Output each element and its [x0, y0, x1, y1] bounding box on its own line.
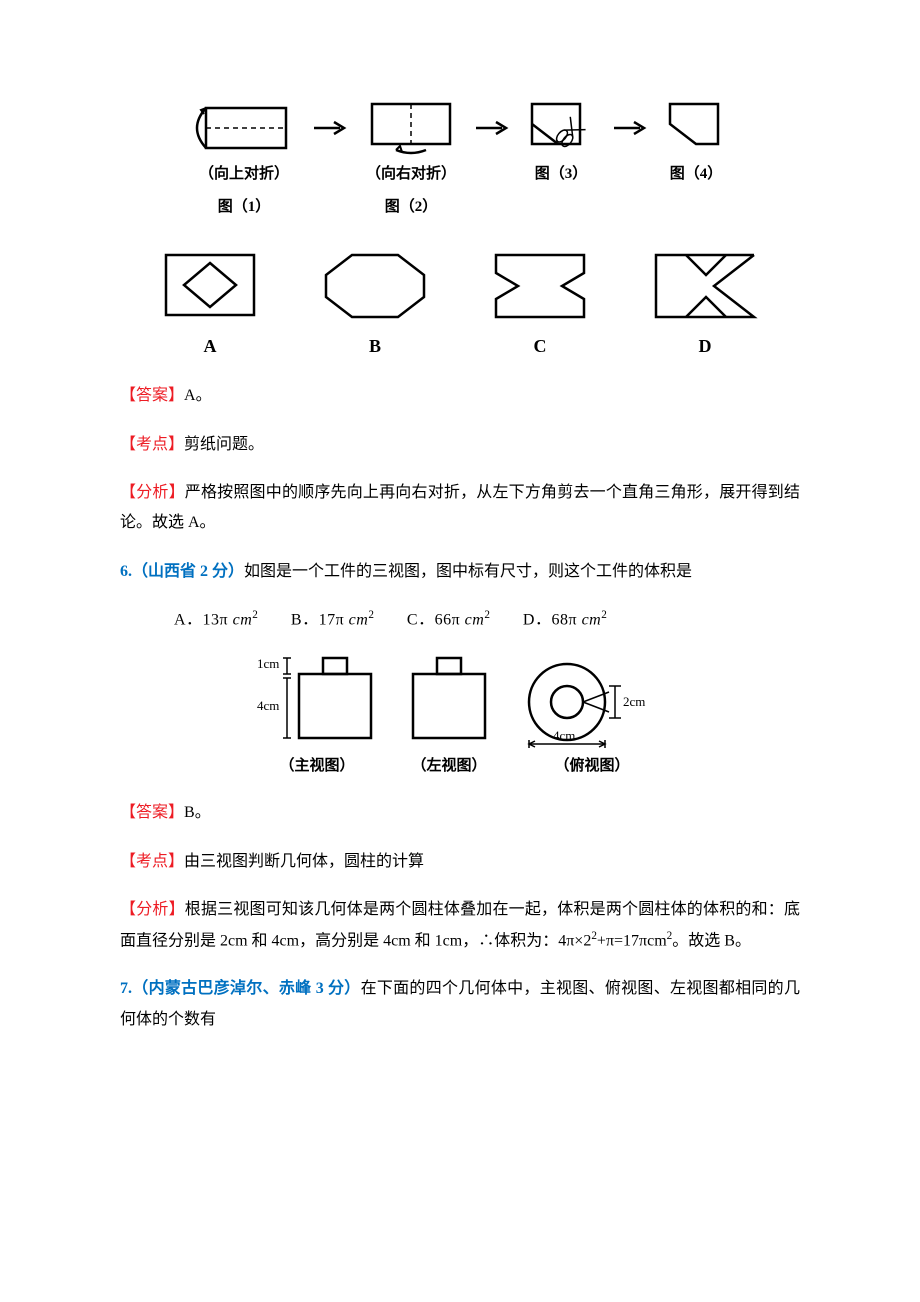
answer-2-label: 【答案】: [120, 804, 184, 821]
question-6: 6.（山西省 2 分）如图是一个工件的三视图，图中标有尺寸，则这个工件的体积是: [120, 557, 800, 587]
top-view: 2cm 4cm （俯视图）: [517, 654, 667, 781]
fold-cap-1a: （向上对折）: [199, 160, 289, 189]
fold-fig-2: （向右对折） 图（2）: [366, 100, 456, 221]
opt6-d: D．68π: [523, 611, 577, 628]
dim-1cm: 1cm: [257, 656, 279, 671]
q6-prov: （山西省 2 分）: [132, 563, 244, 580]
analysis-1: 【分析】严格按照图中的顺序先向上再向右对折，从左下方角剪去一个直角三角形，展开得…: [120, 478, 800, 539]
opt6-b: B．17π: [291, 611, 344, 628]
topic-1-label: 【考点】: [120, 436, 184, 453]
analysis-2-text-c: +π=17πcm: [597, 932, 667, 949]
topic-2-label: 【考点】: [120, 853, 184, 870]
q7-prov: （内蒙古巴彦淖尔、赤峰 3 分）: [132, 980, 361, 997]
option-shape-b: B: [320, 249, 430, 363]
fold-cap-2a: （向右对折）: [366, 160, 456, 189]
option-shape-a: A: [160, 249, 260, 363]
analysis-2-label: 【分析】: [120, 901, 185, 918]
arrow-1: [312, 100, 348, 221]
answer-2-text: B。: [184, 804, 211, 821]
topic-1-text: 剪纸问题。: [184, 436, 264, 453]
analysis-1-label: 【分析】: [120, 484, 185, 501]
analysis-2-text-d: 。故选 B。: [672, 932, 751, 949]
opt-b-label: B: [369, 329, 381, 363]
three-views-figure: 1cm 4cm （主视图） （左视图）: [120, 654, 800, 781]
fold-svg-3: [528, 100, 594, 156]
answer-1-label: 【答案】: [120, 387, 184, 404]
q6-text: 如图是一个工件的三视图，图中标有尺寸，则这个工件的体积是: [244, 563, 692, 580]
option-shape-d: D: [650, 249, 760, 363]
opt6-a: A．13π: [174, 611, 228, 628]
therefore: ∴: [478, 932, 494, 949]
answer-1-text: A。: [184, 387, 212, 404]
fold-fig-1: （向上对折） 图（1）: [194, 100, 294, 221]
answer-2: 【答案】B。: [120, 798, 800, 828]
fold-cap-4: 图（4）: [670, 160, 723, 189]
opt-d-label: D: [699, 329, 712, 363]
fold-fig-4: 图（4）: [666, 100, 726, 221]
arrow-3: [612, 100, 648, 221]
fold-svg-2: [366, 100, 456, 156]
dim-4cm-b: 4cm: [553, 728, 575, 743]
question-7: 7.（内蒙古巴彦淖尔、赤峰 3 分）在下面的四个几何体中，主视图、俯视图、左视图…: [120, 974, 800, 1035]
top-view-cap: （俯视图）: [554, 752, 629, 781]
arrow-2: [474, 100, 510, 221]
dim-2cm: 2cm: [623, 694, 645, 709]
fold-cap-2b: 图（2）: [385, 193, 438, 222]
fold-fig-3: 图（3）: [528, 100, 594, 221]
opt6-c: C．66π: [407, 611, 460, 628]
answer-1: 【答案】A。: [120, 381, 800, 411]
analysis-2: 【分析】根据三视图可知该几何体是两个圆柱体叠加在一起，体积是两个圆柱体的体积的和…: [120, 895, 800, 956]
q6-num: 6.: [120, 563, 132, 580]
dim-4cm: 4cm: [257, 698, 279, 713]
fold-svg-1: [194, 100, 294, 156]
topic-1: 【考点】剪纸问题。: [120, 430, 800, 460]
topic-2: 【考点】由三视图判断几何体，圆柱的计算: [120, 847, 800, 877]
opt-a-label: A: [204, 329, 217, 363]
opt-c-label: C: [534, 329, 547, 363]
analysis-1-text: 严格按照图中的顺序先向上再向右对折，从左下方角剪去一个直角三角形，展开得到结论。…: [120, 484, 800, 531]
q7-num: 7.: [120, 980, 132, 997]
q6-options: A．13π cm2 B．17π cm2 C．66π cm2 D．68π cm2: [120, 605, 800, 636]
option-shape-c: C: [490, 249, 590, 363]
fold-cap-3: 图（3）: [535, 160, 588, 189]
shape-options-row: A B C D: [120, 229, 800, 363]
analysis-2-text-b: 体积为：4π×2: [494, 932, 591, 949]
main-view: 1cm 4cm （主视图）: [253, 654, 381, 781]
fold-sequence: （向上对折） 图（1） （向右对折） 图（2）: [120, 100, 800, 221]
left-view: （左视图）: [401, 654, 497, 781]
main-view-cap: （主视图）: [279, 752, 354, 781]
topic-2-text: 由三视图判断几何体，圆柱的计算: [184, 853, 424, 870]
fold-cap-1b: 图（1）: [218, 193, 271, 222]
fold-svg-4: [666, 100, 726, 156]
left-view-cap: （左视图）: [411, 752, 486, 781]
